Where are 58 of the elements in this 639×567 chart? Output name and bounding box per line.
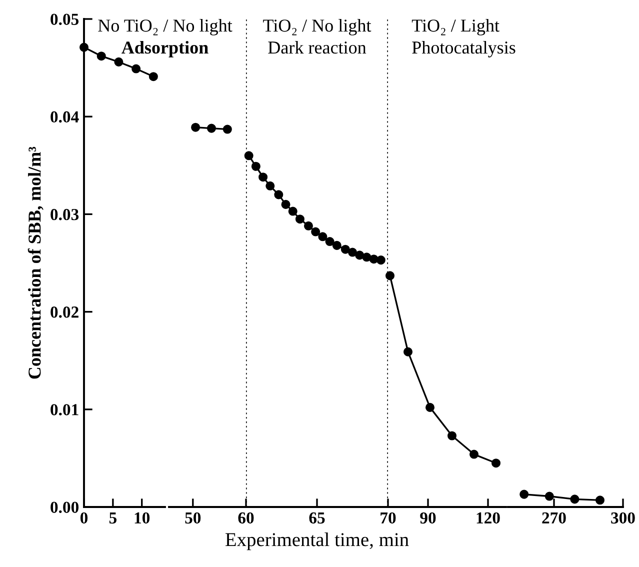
y-tick-label: 0.02 (50, 306, 78, 318)
y-tick-label: 0.00 (50, 502, 79, 514)
point (369, 254, 378, 264)
point (348, 248, 358, 257)
annotation: TiO₂ / No light (263, 19, 372, 36)
point (304, 221, 313, 230)
point (96, 52, 106, 61)
annotation: Photocatalysis (412, 40, 516, 58)
point (362, 252, 372, 262)
point (570, 494, 580, 504)
point (376, 256, 386, 265)
point (491, 458, 501, 468)
annotation: No TiO₂ / No light (98, 19, 232, 36)
point (132, 64, 141, 74)
point (274, 190, 284, 200)
x-tick-label: 120 (476, 512, 500, 524)
point (340, 244, 350, 254)
x-tick-label: 50 (185, 512, 201, 524)
x-axis-title: Experimental time, min (225, 532, 409, 550)
point (469, 450, 479, 459)
x-tick-label: 300 (611, 512, 635, 524)
point (520, 490, 529, 499)
point (332, 240, 342, 250)
point (281, 200, 290, 209)
point (251, 162, 260, 171)
point (244, 151, 254, 160)
point (447, 431, 457, 440)
annotation: TiO₂ / Light (412, 19, 500, 36)
y-tick-label: 0.05 (50, 14, 79, 26)
point (544, 492, 554, 501)
x-tick-label: 65 (309, 512, 325, 524)
point (148, 72, 158, 82)
point (114, 57, 124, 66)
point (295, 214, 304, 224)
point (425, 402, 435, 412)
x-tick-label: 270 (542, 512, 566, 524)
point (258, 172, 268, 182)
x-tick-label: 70 (380, 512, 396, 524)
y-tick-label: 0.01 (50, 404, 78, 416)
x-tick-label: 0 (80, 512, 88, 524)
point (311, 227, 320, 236)
point (288, 206, 298, 216)
y-tick-label: 0.04 (50, 111, 79, 123)
point (325, 237, 334, 246)
point (266, 181, 275, 190)
annotation: Dark reaction (268, 40, 366, 54)
x-tick-label: 90 (420, 512, 436, 524)
y-tick-label: 0.03 (50, 208, 79, 220)
x-tick-label: 60 (238, 512, 254, 524)
point (595, 496, 605, 505)
annotation: Adsorption (122, 40, 208, 58)
x-tick-label: 5 (109, 512, 116, 524)
point (385, 271, 395, 280)
point (403, 347, 413, 356)
point (318, 232, 328, 242)
y-axis-title: Concentration of SBB, mol/m³ (28, 146, 44, 379)
x-tick-label: 10 (134, 512, 150, 524)
point (355, 250, 364, 260)
